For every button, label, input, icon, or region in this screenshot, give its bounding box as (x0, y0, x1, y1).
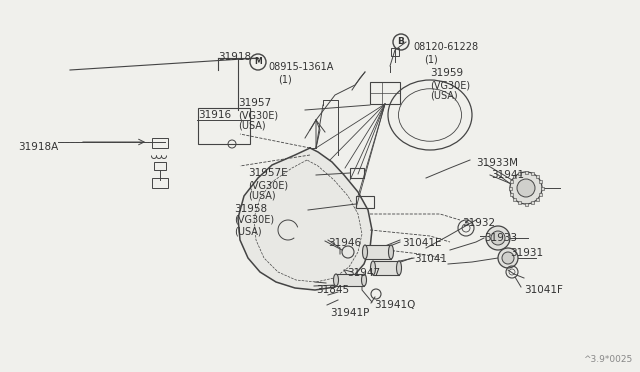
Bar (391, 48, 399, 56)
Text: 31932: 31932 (462, 218, 495, 228)
Bar (336, 274, 364, 286)
Bar (356, 196, 374, 208)
Text: (USA): (USA) (248, 191, 276, 201)
Text: (VG30E): (VG30E) (238, 110, 278, 120)
Bar (373, 261, 399, 275)
Circle shape (510, 172, 542, 204)
Bar (525, 202, 527, 205)
Bar (509, 193, 513, 196)
Text: (VG30E): (VG30E) (234, 215, 274, 225)
Text: 31918A: 31918A (18, 142, 58, 152)
Text: 31941: 31941 (491, 170, 524, 180)
Bar (152, 138, 168, 148)
Bar (525, 170, 527, 173)
Text: 31946: 31946 (328, 238, 361, 248)
Polygon shape (238, 148, 372, 290)
Ellipse shape (362, 245, 367, 259)
Text: 31918: 31918 (218, 52, 251, 62)
Bar (540, 180, 542, 183)
Bar (536, 175, 539, 178)
Text: (USA): (USA) (430, 91, 458, 101)
Bar (152, 178, 168, 188)
Circle shape (502, 252, 514, 264)
Text: 31041E: 31041E (402, 238, 442, 248)
Bar (531, 201, 534, 204)
Text: 31958: 31958 (234, 204, 267, 214)
Bar (350, 168, 364, 178)
Text: 31947: 31947 (347, 268, 380, 278)
Text: 31916: 31916 (198, 110, 231, 120)
Text: M: M (254, 58, 262, 67)
Text: 31941Q: 31941Q (374, 300, 415, 310)
Ellipse shape (362, 274, 367, 286)
Bar (198, 108, 250, 144)
Ellipse shape (371, 261, 376, 275)
Bar (540, 193, 542, 196)
Text: 08120-61228: 08120-61228 (413, 42, 478, 52)
Bar (509, 186, 511, 189)
Text: 31957E: 31957E (248, 168, 287, 178)
Text: (USA): (USA) (234, 226, 262, 236)
Text: ^3.9*0025: ^3.9*0025 (583, 355, 632, 364)
Bar (536, 198, 539, 201)
Bar (531, 172, 534, 175)
Text: (VG30E): (VG30E) (248, 180, 288, 190)
Circle shape (498, 248, 518, 268)
Text: 31959: 31959 (430, 68, 463, 78)
Text: 31933M: 31933M (476, 158, 518, 168)
Ellipse shape (333, 274, 339, 286)
Text: 31941P: 31941P (330, 308, 369, 318)
Text: 31041: 31041 (414, 254, 447, 264)
Circle shape (486, 226, 510, 250)
Text: (VG30E): (VG30E) (430, 80, 470, 90)
Text: 31931: 31931 (510, 248, 543, 258)
Text: (1): (1) (278, 74, 292, 84)
Bar (518, 201, 522, 204)
Text: 08915-1361A: 08915-1361A (268, 62, 333, 72)
Text: B: B (397, 38, 404, 46)
Ellipse shape (388, 245, 394, 259)
Bar (365, 245, 391, 259)
Text: (1): (1) (424, 54, 438, 64)
Bar (518, 172, 522, 175)
Text: 31845: 31845 (316, 285, 349, 295)
Bar (154, 162, 166, 170)
Circle shape (517, 179, 535, 197)
Bar (541, 186, 543, 189)
Ellipse shape (397, 261, 401, 275)
Bar (513, 175, 516, 178)
Bar (513, 198, 516, 201)
Text: 31933: 31933 (484, 233, 517, 243)
Text: (USA): (USA) (238, 121, 266, 131)
Circle shape (491, 231, 505, 245)
Bar (370, 82, 400, 104)
Text: 31957: 31957 (238, 98, 271, 108)
Text: 31041F: 31041F (524, 285, 563, 295)
Bar (509, 180, 513, 183)
